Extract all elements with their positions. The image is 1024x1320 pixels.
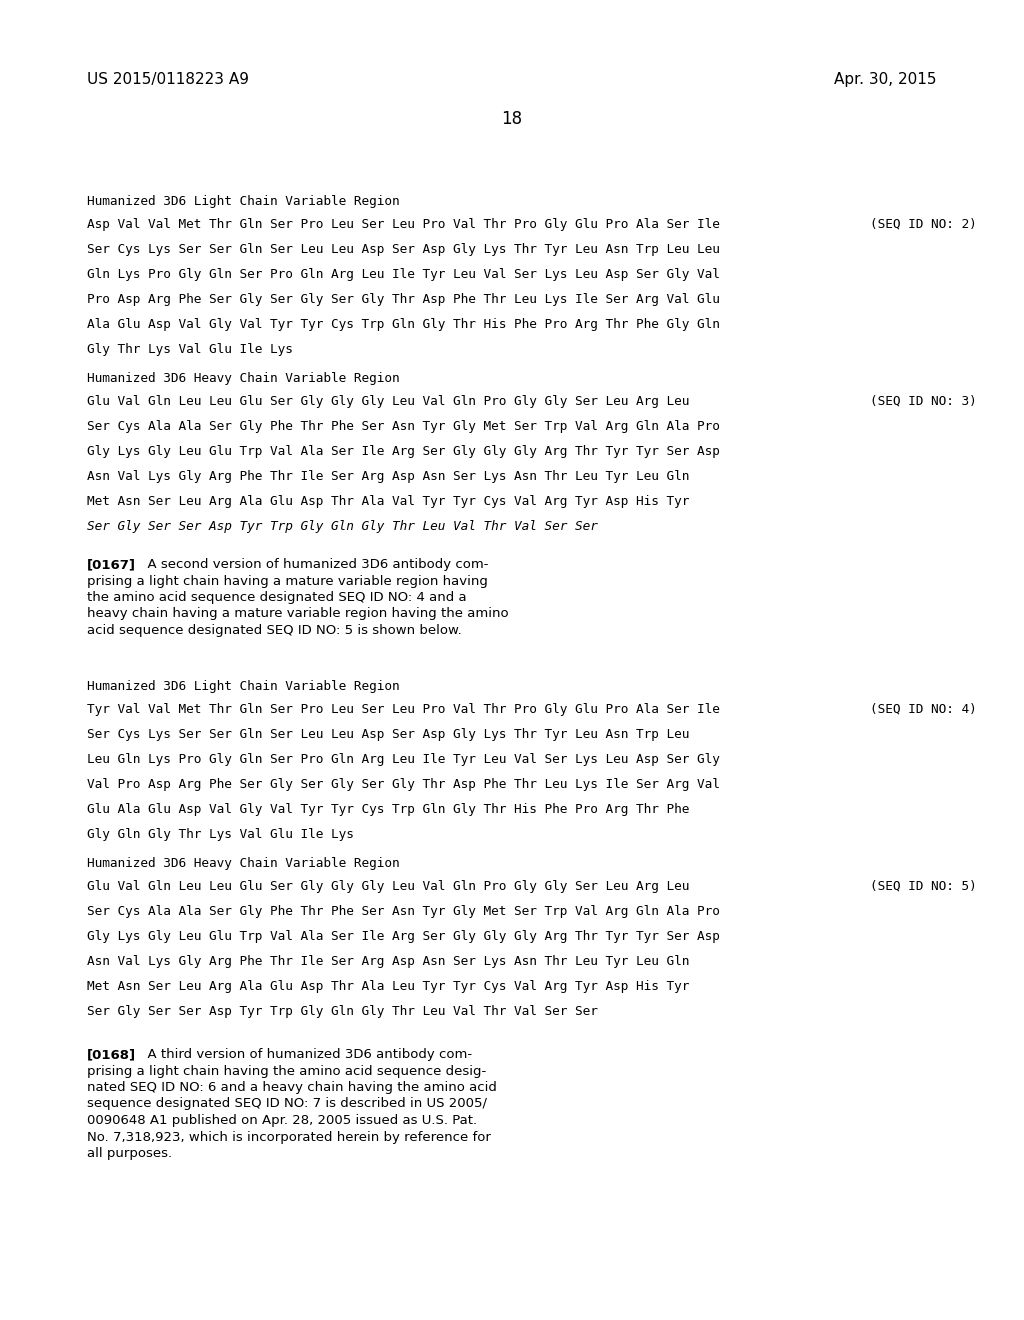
Text: heavy chain having a mature variable region having the amino: heavy chain having a mature variable reg… [87, 607, 509, 620]
Text: Humanized 3D6 Heavy Chain Variable Region: Humanized 3D6 Heavy Chain Variable Regio… [87, 372, 399, 385]
Text: Met Asn Ser Leu Arg Ala Glu Asp Thr Ala Val Tyr Tyr Cys Val Arg Tyr Asp His Tyr: Met Asn Ser Leu Arg Ala Glu Asp Thr Ala … [87, 495, 689, 508]
Text: acid sequence designated SEQ ID NO: 5 is shown below.: acid sequence designated SEQ ID NO: 5 is… [87, 624, 462, 638]
Text: Humanized 3D6 Light Chain Variable Region: Humanized 3D6 Light Chain Variable Regio… [87, 195, 399, 209]
Text: Asn Val Lys Gly Arg Phe Thr Ile Ser Arg Asp Asn Ser Lys Asn Thr Leu Tyr Leu Gln: Asn Val Lys Gly Arg Phe Thr Ile Ser Arg … [87, 470, 689, 483]
Text: Ser Gly Ser Ser Asp Tyr Trp Gly Gln Gly Thr Leu Val Thr Val Ser Ser: Ser Gly Ser Ser Asp Tyr Trp Gly Gln Gly … [87, 520, 598, 533]
Text: Glu Val Gln Leu Leu Glu Ser Gly Gly Gly Leu Val Gln Pro Gly Gly Ser Leu Arg Leu: Glu Val Gln Leu Leu Glu Ser Gly Gly Gly … [87, 880, 689, 894]
Text: Gly Lys Gly Leu Glu Trp Val Ala Ser Ile Arg Ser Gly Gly Gly Arg Thr Tyr Tyr Ser : Gly Lys Gly Leu Glu Trp Val Ala Ser Ile … [87, 445, 720, 458]
Text: [0167]: [0167] [87, 558, 136, 572]
Text: Gly Lys Gly Leu Glu Trp Val Ala Ser Ile Arg Ser Gly Gly Gly Arg Thr Tyr Tyr Ser : Gly Lys Gly Leu Glu Trp Val Ala Ser Ile … [87, 931, 720, 942]
Text: (SEQ ID NO: 5): (SEQ ID NO: 5) [870, 880, 977, 894]
Text: Ser Cys Ala Ala Ser Gly Phe Thr Phe Ser Asn Tyr Gly Met Ser Trp Val Arg Gln Ala : Ser Cys Ala Ala Ser Gly Phe Thr Phe Ser … [87, 420, 720, 433]
Text: Ser Cys Lys Ser Ser Gln Ser Leu Leu Asp Ser Asp Gly Lys Thr Tyr Leu Asn Trp Leu: Ser Cys Lys Ser Ser Gln Ser Leu Leu Asp … [87, 729, 689, 741]
Text: Tyr Val Val Met Thr Gln Ser Pro Leu Ser Leu Pro Val Thr Pro Gly Glu Pro Ala Ser : Tyr Val Val Met Thr Gln Ser Pro Leu Ser … [87, 704, 720, 715]
Text: Leu Gln Lys Pro Gly Gln Ser Pro Gln Arg Leu Ile Tyr Leu Val Ser Lys Leu Asp Ser : Leu Gln Lys Pro Gly Gln Ser Pro Gln Arg … [87, 752, 720, 766]
Text: A third version of humanized 3D6 antibody com-: A third version of humanized 3D6 antibod… [139, 1048, 472, 1061]
Text: (SEQ ID NO: 2): (SEQ ID NO: 2) [870, 218, 977, 231]
Text: Ser Cys Lys Ser Ser Gln Ser Leu Leu Asp Ser Asp Gly Lys Thr Tyr Leu Asn Trp Leu : Ser Cys Lys Ser Ser Gln Ser Leu Leu Asp … [87, 243, 720, 256]
Text: Gln Lys Pro Gly Gln Ser Pro Gln Arg Leu Ile Tyr Leu Val Ser Lys Leu Asp Ser Gly : Gln Lys Pro Gly Gln Ser Pro Gln Arg Leu … [87, 268, 720, 281]
Text: Glu Ala Glu Asp Val Gly Val Tyr Tyr Cys Trp Gln Gly Thr His Phe Pro Arg Thr Phe: Glu Ala Glu Asp Val Gly Val Tyr Tyr Cys … [87, 803, 689, 816]
Text: nated SEQ ID NO: 6 and a heavy chain having the amino acid: nated SEQ ID NO: 6 and a heavy chain hav… [87, 1081, 497, 1094]
Text: (SEQ ID NO: 3): (SEQ ID NO: 3) [870, 395, 977, 408]
Text: Asp Val Val Met Thr Gln Ser Pro Leu Ser Leu Pro Val Thr Pro Gly Glu Pro Ala Ser : Asp Val Val Met Thr Gln Ser Pro Leu Ser … [87, 218, 720, 231]
Text: A second version of humanized 3D6 antibody com-: A second version of humanized 3D6 antibo… [139, 558, 488, 572]
Text: Ser Cys Ala Ala Ser Gly Phe Thr Phe Ser Asn Tyr Gly Met Ser Trp Val Arg Gln Ala : Ser Cys Ala Ala Ser Gly Phe Thr Phe Ser … [87, 906, 720, 917]
Text: Asn Val Lys Gly Arg Phe Thr Ile Ser Arg Asp Asn Ser Lys Asn Thr Leu Tyr Leu Gln: Asn Val Lys Gly Arg Phe Thr Ile Ser Arg … [87, 954, 689, 968]
Text: all purposes.: all purposes. [87, 1147, 172, 1160]
Text: 18: 18 [502, 110, 522, 128]
Text: Pro Asp Arg Phe Ser Gly Ser Gly Ser Gly Thr Asp Phe Thr Leu Lys Ile Ser Arg Val : Pro Asp Arg Phe Ser Gly Ser Gly Ser Gly … [87, 293, 720, 306]
Text: sequence designated SEQ ID NO: 7 is described in US 2005/: sequence designated SEQ ID NO: 7 is desc… [87, 1097, 487, 1110]
Text: Humanized 3D6 Heavy Chain Variable Region: Humanized 3D6 Heavy Chain Variable Regio… [87, 857, 399, 870]
Text: Humanized 3D6 Light Chain Variable Region: Humanized 3D6 Light Chain Variable Regio… [87, 680, 399, 693]
Text: (SEQ ID NO: 4): (SEQ ID NO: 4) [870, 704, 977, 715]
Text: No. 7,318,923, which is incorporated herein by reference for: No. 7,318,923, which is incorporated her… [87, 1130, 490, 1143]
Text: Val Pro Asp Arg Phe Ser Gly Ser Gly Ser Gly Thr Asp Phe Thr Leu Lys Ile Ser Arg : Val Pro Asp Arg Phe Ser Gly Ser Gly Ser … [87, 777, 720, 791]
Text: [0168]: [0168] [87, 1048, 136, 1061]
Text: Glu Val Gln Leu Leu Glu Ser Gly Gly Gly Leu Val Gln Pro Gly Gly Ser Leu Arg Leu: Glu Val Gln Leu Leu Glu Ser Gly Gly Gly … [87, 395, 689, 408]
Text: Apr. 30, 2015: Apr. 30, 2015 [835, 73, 937, 87]
Text: Gly Gln Gly Thr Lys Val Glu Ile Lys: Gly Gln Gly Thr Lys Val Glu Ile Lys [87, 828, 354, 841]
Text: Ser Gly Ser Ser Asp Tyr Trp Gly Gln Gly Thr Leu Val Thr Val Ser Ser: Ser Gly Ser Ser Asp Tyr Trp Gly Gln Gly … [87, 1005, 598, 1018]
Text: Met Asn Ser Leu Arg Ala Glu Asp Thr Ala Leu Tyr Tyr Cys Val Arg Tyr Asp His Tyr: Met Asn Ser Leu Arg Ala Glu Asp Thr Ala … [87, 979, 689, 993]
Text: prising a light chain having a mature variable region having: prising a light chain having a mature va… [87, 574, 487, 587]
Text: Gly Thr Lys Val Glu Ile Lys: Gly Thr Lys Val Glu Ile Lys [87, 343, 293, 356]
Text: the amino acid sequence designated SEQ ID NO: 4 and a: the amino acid sequence designated SEQ I… [87, 591, 467, 605]
Text: prising a light chain having the amino acid sequence desig-: prising a light chain having the amino a… [87, 1064, 486, 1077]
Text: US 2015/0118223 A9: US 2015/0118223 A9 [87, 73, 249, 87]
Text: Ala Glu Asp Val Gly Val Tyr Tyr Cys Trp Gln Gly Thr His Phe Pro Arg Thr Phe Gly : Ala Glu Asp Val Gly Val Tyr Tyr Cys Trp … [87, 318, 720, 331]
Text: 0090648 A1 published on Apr. 28, 2005 issued as U.S. Pat.: 0090648 A1 published on Apr. 28, 2005 is… [87, 1114, 477, 1127]
